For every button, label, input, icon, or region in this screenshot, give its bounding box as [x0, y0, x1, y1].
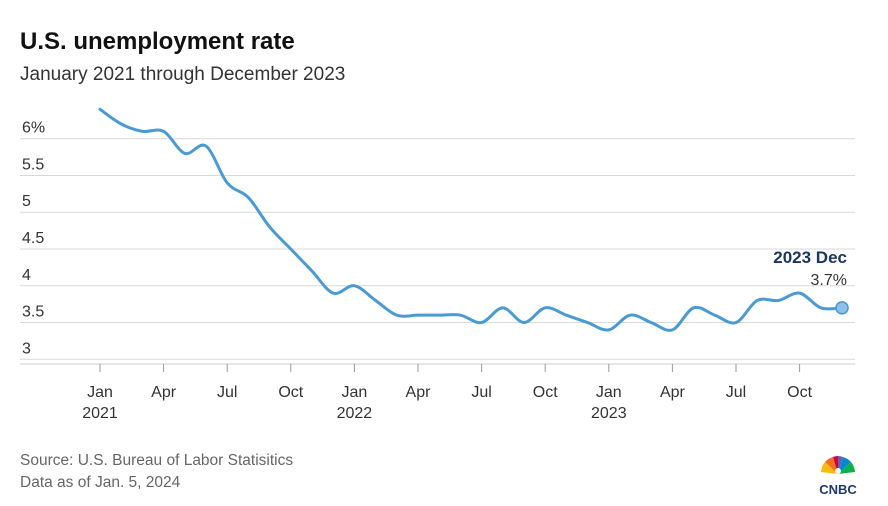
x-tick-label: Jul — [726, 384, 746, 401]
chart-subtitle: January 2021 through December 2023 — [20, 64, 346, 85]
y-tick-label: 4 — [22, 267, 31, 284]
y-tick-label: 6% — [22, 120, 45, 137]
y-tick-label: 3 — [22, 340, 31, 357]
annotation-value: 3.7% — [811, 272, 847, 289]
x-tick-year-label: 2021 — [82, 405, 118, 422]
chart-title: U.S. unemployment rate — [20, 28, 295, 55]
x-tick-year-label: 2023 — [591, 405, 627, 422]
x-tick-label: Apr — [406, 384, 432, 401]
y-tick-label: 3.5 — [22, 304, 44, 321]
x-tick-label: Apr — [151, 384, 177, 401]
unemployment-series-line — [98, 107, 844, 332]
x-tick-label: Jul — [471, 384, 491, 401]
y-tick-label: 5.5 — [22, 156, 44, 173]
annotation-label: 2023 Dec — [773, 248, 847, 267]
y-tick-label: 4.5 — [22, 230, 44, 247]
y-tick-label: 5 — [22, 193, 31, 210]
x-tick-year-label: 2022 — [337, 405, 373, 422]
x-tick-label: Jan — [342, 384, 368, 401]
x-tick-label: Apr — [660, 384, 686, 401]
source-note: Source: U.S. Bureau of Labor Statisitics — [20, 452, 294, 469]
x-tick-label: Jul — [217, 384, 237, 401]
x-tick-label: Jan — [596, 384, 622, 401]
x-tick-label: Oct — [278, 384, 303, 401]
data-as-of-note: Data as of Jan. 5, 2024 — [20, 474, 181, 491]
highlight-point — [835, 301, 849, 315]
x-tick-label: Oct — [787, 384, 812, 401]
cnbc-logo: CNBC — [819, 456, 857, 497]
logo-text: CNBC — [819, 482, 857, 497]
x-tick-label: Jan — [87, 384, 113, 401]
x-tick-label: Oct — [533, 384, 558, 401]
